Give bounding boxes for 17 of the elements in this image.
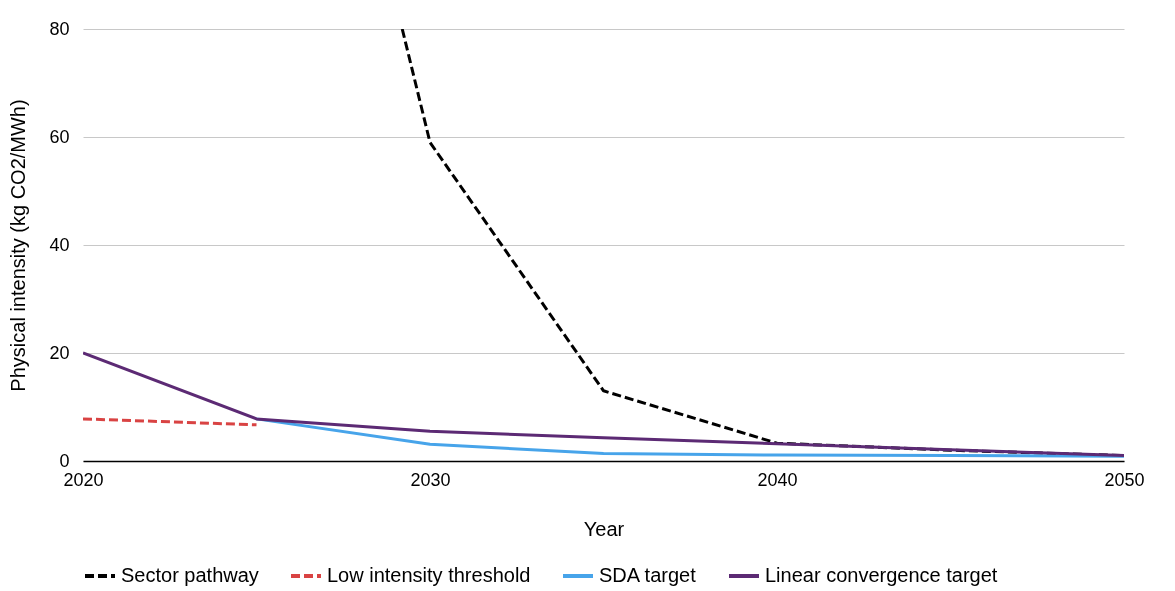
y-tick-label: 0 (59, 450, 70, 471)
y-axis-title: Physical intensity (kg CO2/MWh) (7, 99, 30, 392)
line-series (83, 351, 1124, 458)
legend-label: Low intensity threshold (327, 564, 531, 586)
y-tick-label: 80 (49, 18, 70, 39)
line-series (255, 417, 1124, 458)
x-tick-label: 2040 (757, 469, 798, 490)
y-tick-label: 60 (49, 126, 70, 147)
legend-label: Sector pathway (121, 564, 259, 586)
y-tick-label: 40 (49, 234, 70, 255)
y-tick-label: 20 (49, 342, 70, 363)
legend-label: SDA target (599, 564, 697, 586)
x-tick-label: 2030 (410, 469, 451, 490)
legend-label: Linear convergence target (765, 564, 998, 586)
x-tick-label: 2050 (1104, 469, 1145, 490)
x-axis-title: Year (583, 517, 625, 540)
x-tick-label: 2020 (63, 469, 104, 490)
